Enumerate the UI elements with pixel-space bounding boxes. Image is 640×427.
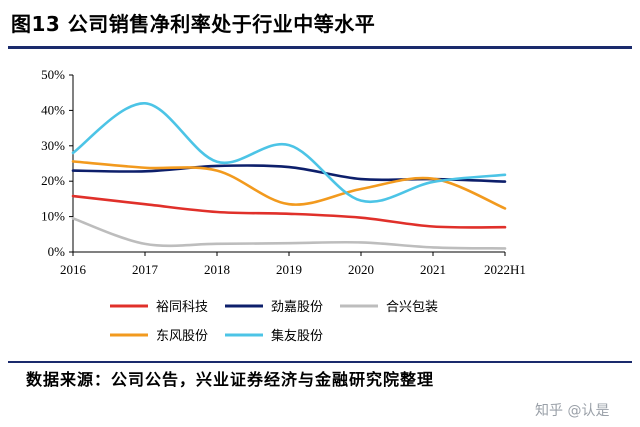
y-tick-label: 0%: [48, 244, 66, 259]
y-tick-label: 50%: [41, 67, 65, 82]
line-chart: 0% 10% 20% 30% 40% 50% 2016 2017 2018 2019 2020 202…: [41, 67, 526, 344]
legend-label-5: 集友股份: [271, 328, 323, 344]
y-tick-label: 30%: [41, 138, 65, 153]
y-tick-label: 10%: [41, 209, 65, 224]
data-source: 数据来源：公司公告，兴业证券经济与金融研究院整理: [26, 370, 435, 389]
chart-ticks: 0% 10% 20% 30% 40% 50% 2016 2017 2018 2019 2020 202…: [41, 67, 526, 277]
chart-series: [71, 102, 507, 250]
legend-label-4: 东风股份: [156, 329, 208, 344]
legend-label-2: 劲嘉股份: [271, 300, 323, 315]
x-tick-label: 2021: [420, 262, 446, 277]
series-line-5: [71, 102, 507, 204]
x-tick-label: 2019: [276, 262, 302, 277]
series-line-1: [71, 194, 507, 229]
title-divider: [8, 46, 632, 49]
x-tick-label: 2018: [204, 262, 230, 277]
legend-label-3: 合兴包装: [386, 300, 438, 315]
chart-title: 图13 公司销售净利率处于行业中等水平: [11, 12, 376, 36]
watermark: 知乎 @认是: [535, 403, 610, 419]
x-tick-label: 2017: [132, 262, 159, 277]
legend-label-1: 裕同科技: [156, 300, 208, 315]
chart-axes: [69, 74, 506, 256]
x-tick-label: 2022H1: [484, 262, 526, 277]
x-tick-label: 2016: [60, 262, 87, 277]
series-line-4: [71, 160, 507, 210]
y-tick-label: 40%: [41, 102, 65, 117]
y-tick-label: 20%: [41, 173, 65, 188]
series-line-3: [71, 217, 507, 250]
x-tick-label: 2020: [348, 262, 374, 277]
source-divider: [8, 361, 632, 363]
